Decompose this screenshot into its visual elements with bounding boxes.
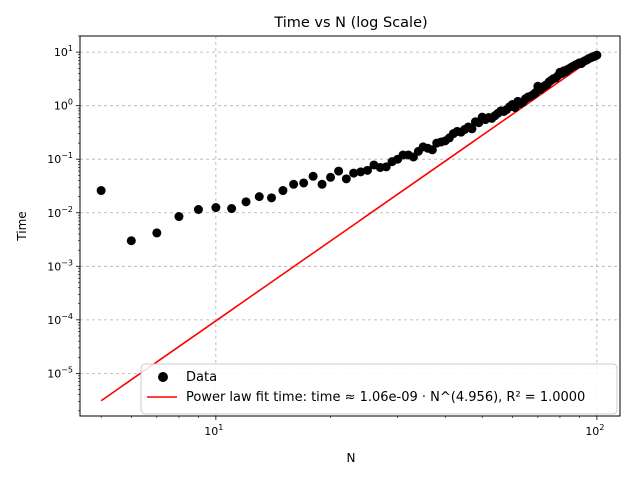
y-tick-exponent: 0 — [68, 98, 73, 107]
data-point — [467, 124, 477, 134]
data-point — [592, 50, 602, 60]
x-tick-base: 10 — [204, 425, 218, 438]
data-point — [211, 203, 221, 213]
y-tick-label: 10−2 — [47, 205, 73, 220]
y-tick-label: 10−1 — [47, 151, 73, 166]
y-tick-label: 10−4 — [47, 312, 73, 327]
data-point — [308, 171, 318, 181]
data-point — [278, 186, 288, 196]
y-tick-base: 10 — [47, 153, 61, 166]
data-point — [254, 192, 264, 202]
x-axis-ticks: 101 102 — [100, 416, 604, 438]
data-point — [326, 172, 336, 182]
data-point — [299, 178, 309, 188]
x-tick-exponent: 1 — [218, 423, 223, 432]
y-tick-label: 10−5 — [47, 365, 73, 380]
x-tick-exponent: 2 — [599, 423, 604, 432]
y-tick-exponent: −2 — [61, 205, 73, 214]
data-point — [334, 166, 344, 176]
x-tick-base: 10 — [585, 425, 599, 438]
x-axis-label: N — [347, 451, 356, 465]
y-tick-label: 10−3 — [47, 258, 73, 273]
legend-marker-data — [158, 372, 168, 382]
data-point — [427, 145, 437, 155]
data-point — [349, 168, 359, 178]
y-axis-label: Time — [15, 211, 29, 241]
y-tick-base: 10 — [47, 314, 61, 327]
y-tick-label: 101 — [54, 44, 73, 59]
power-law-fit-line — [100, 54, 598, 402]
legend-box — [140, 363, 618, 415]
x-tick-label: 102 — [585, 423, 604, 438]
data-point — [381, 162, 391, 172]
scatter-points-layer — [96, 50, 602, 246]
y-tick-exponent: −4 — [61, 312, 73, 321]
data-point — [362, 165, 372, 175]
data-point — [174, 212, 184, 222]
y-tick-base: 10 — [54, 46, 68, 59]
data-point — [126, 236, 136, 246]
data-point — [341, 174, 351, 184]
y-tick-exponent: 1 — [68, 44, 73, 53]
plot-area-frame — [79, 35, 621, 417]
data-point — [96, 186, 106, 196]
y-tick-exponent: −1 — [61, 151, 73, 160]
fit-line-layer — [100, 54, 598, 402]
y-tick-base: 10 — [47, 367, 61, 380]
y-tick-base: 10 — [54, 100, 68, 113]
data-point — [356, 167, 366, 177]
y-tick-base: 10 — [47, 207, 61, 220]
legend-label-data: Data — [186, 370, 217, 385]
y-tick-label: 100 — [54, 98, 73, 113]
data-point — [152, 228, 162, 238]
grid — [80, 36, 620, 416]
data-point — [317, 179, 327, 189]
y-tick-exponent: −5 — [61, 365, 73, 374]
chart-title: Time vs N (log Scale) — [273, 15, 427, 31]
data-point — [289, 179, 299, 189]
data-point — [267, 193, 277, 203]
legend: Data Power law fit time: time ≈ 1.06e-09… — [140, 363, 618, 415]
x-tick-label: 101 — [204, 423, 223, 438]
y-tick-exponent: −3 — [61, 258, 73, 267]
legend-label-fit: Power law fit time: time ≈ 1.06e-09 · N^… — [186, 390, 585, 405]
y-tick-base: 10 — [47, 260, 61, 273]
data-point — [193, 205, 203, 214]
data-point — [241, 197, 251, 207]
data-point — [227, 204, 237, 214]
